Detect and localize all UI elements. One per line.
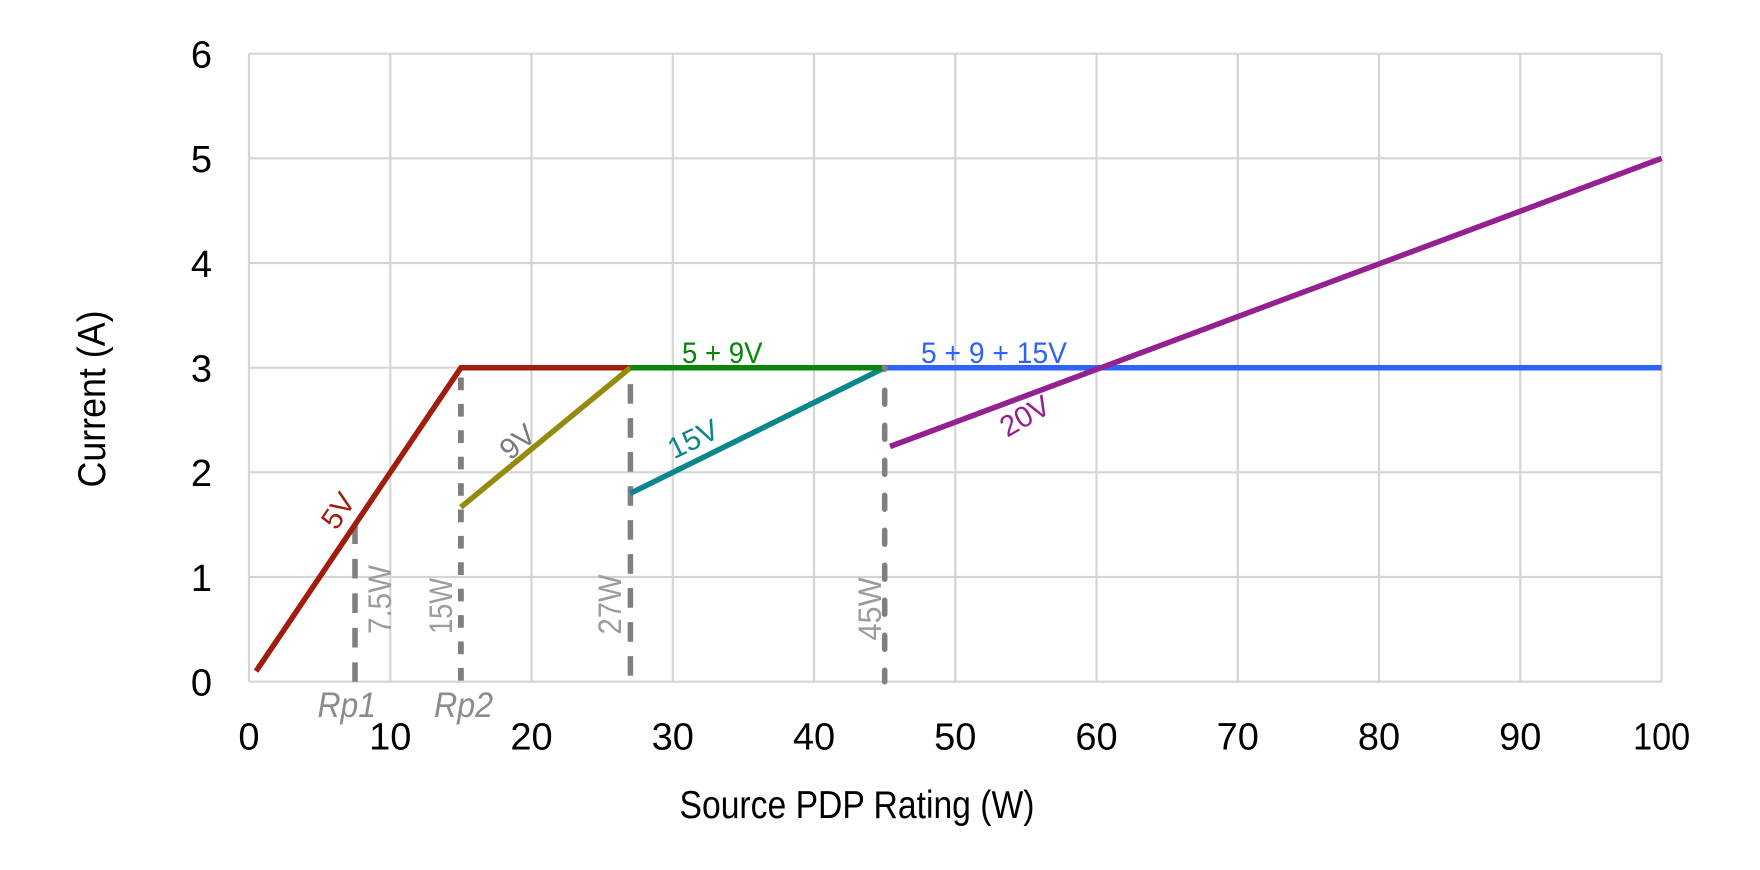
svg-text:60: 60: [1075, 717, 1117, 759]
svg-text:5: 5: [191, 139, 212, 181]
svg-text:50: 50: [934, 717, 976, 759]
svg-text:80: 80: [1358, 717, 1400, 759]
svg-text:40: 40: [793, 717, 835, 759]
svg-text:2: 2: [191, 453, 212, 495]
svg-text:100: 100: [1633, 717, 1690, 759]
svg-text:90: 90: [1499, 717, 1541, 759]
svg-text:27W: 27W: [592, 574, 628, 635]
svg-text:3: 3: [191, 349, 212, 391]
svg-text:Rp2: Rp2: [434, 686, 493, 725]
svg-text:7.5W: 7.5W: [362, 564, 398, 634]
svg-text:Source PDP Rating (W): Source PDP Rating (W): [680, 784, 1035, 827]
svg-text:15W: 15W: [423, 577, 459, 634]
svg-text:20: 20: [510, 717, 552, 759]
svg-text:4: 4: [191, 244, 212, 286]
svg-text:6: 6: [191, 35, 212, 77]
svg-text:45W: 45W: [852, 577, 888, 641]
svg-text:0: 0: [238, 717, 259, 759]
svg-text:Current (A): Current (A): [71, 311, 114, 488]
svg-text:5 + 9 + 15V: 5 + 9 + 15V: [921, 337, 1067, 370]
svg-text:70: 70: [1217, 717, 1259, 759]
svg-text:0: 0: [191, 663, 212, 705]
svg-text:5 + 9V: 5 + 9V: [682, 337, 763, 370]
svg-text:1: 1: [191, 558, 212, 600]
svg-text:Rp1: Rp1: [318, 686, 377, 725]
svg-text:10: 10: [369, 717, 411, 759]
svg-text:30: 30: [652, 717, 694, 759]
